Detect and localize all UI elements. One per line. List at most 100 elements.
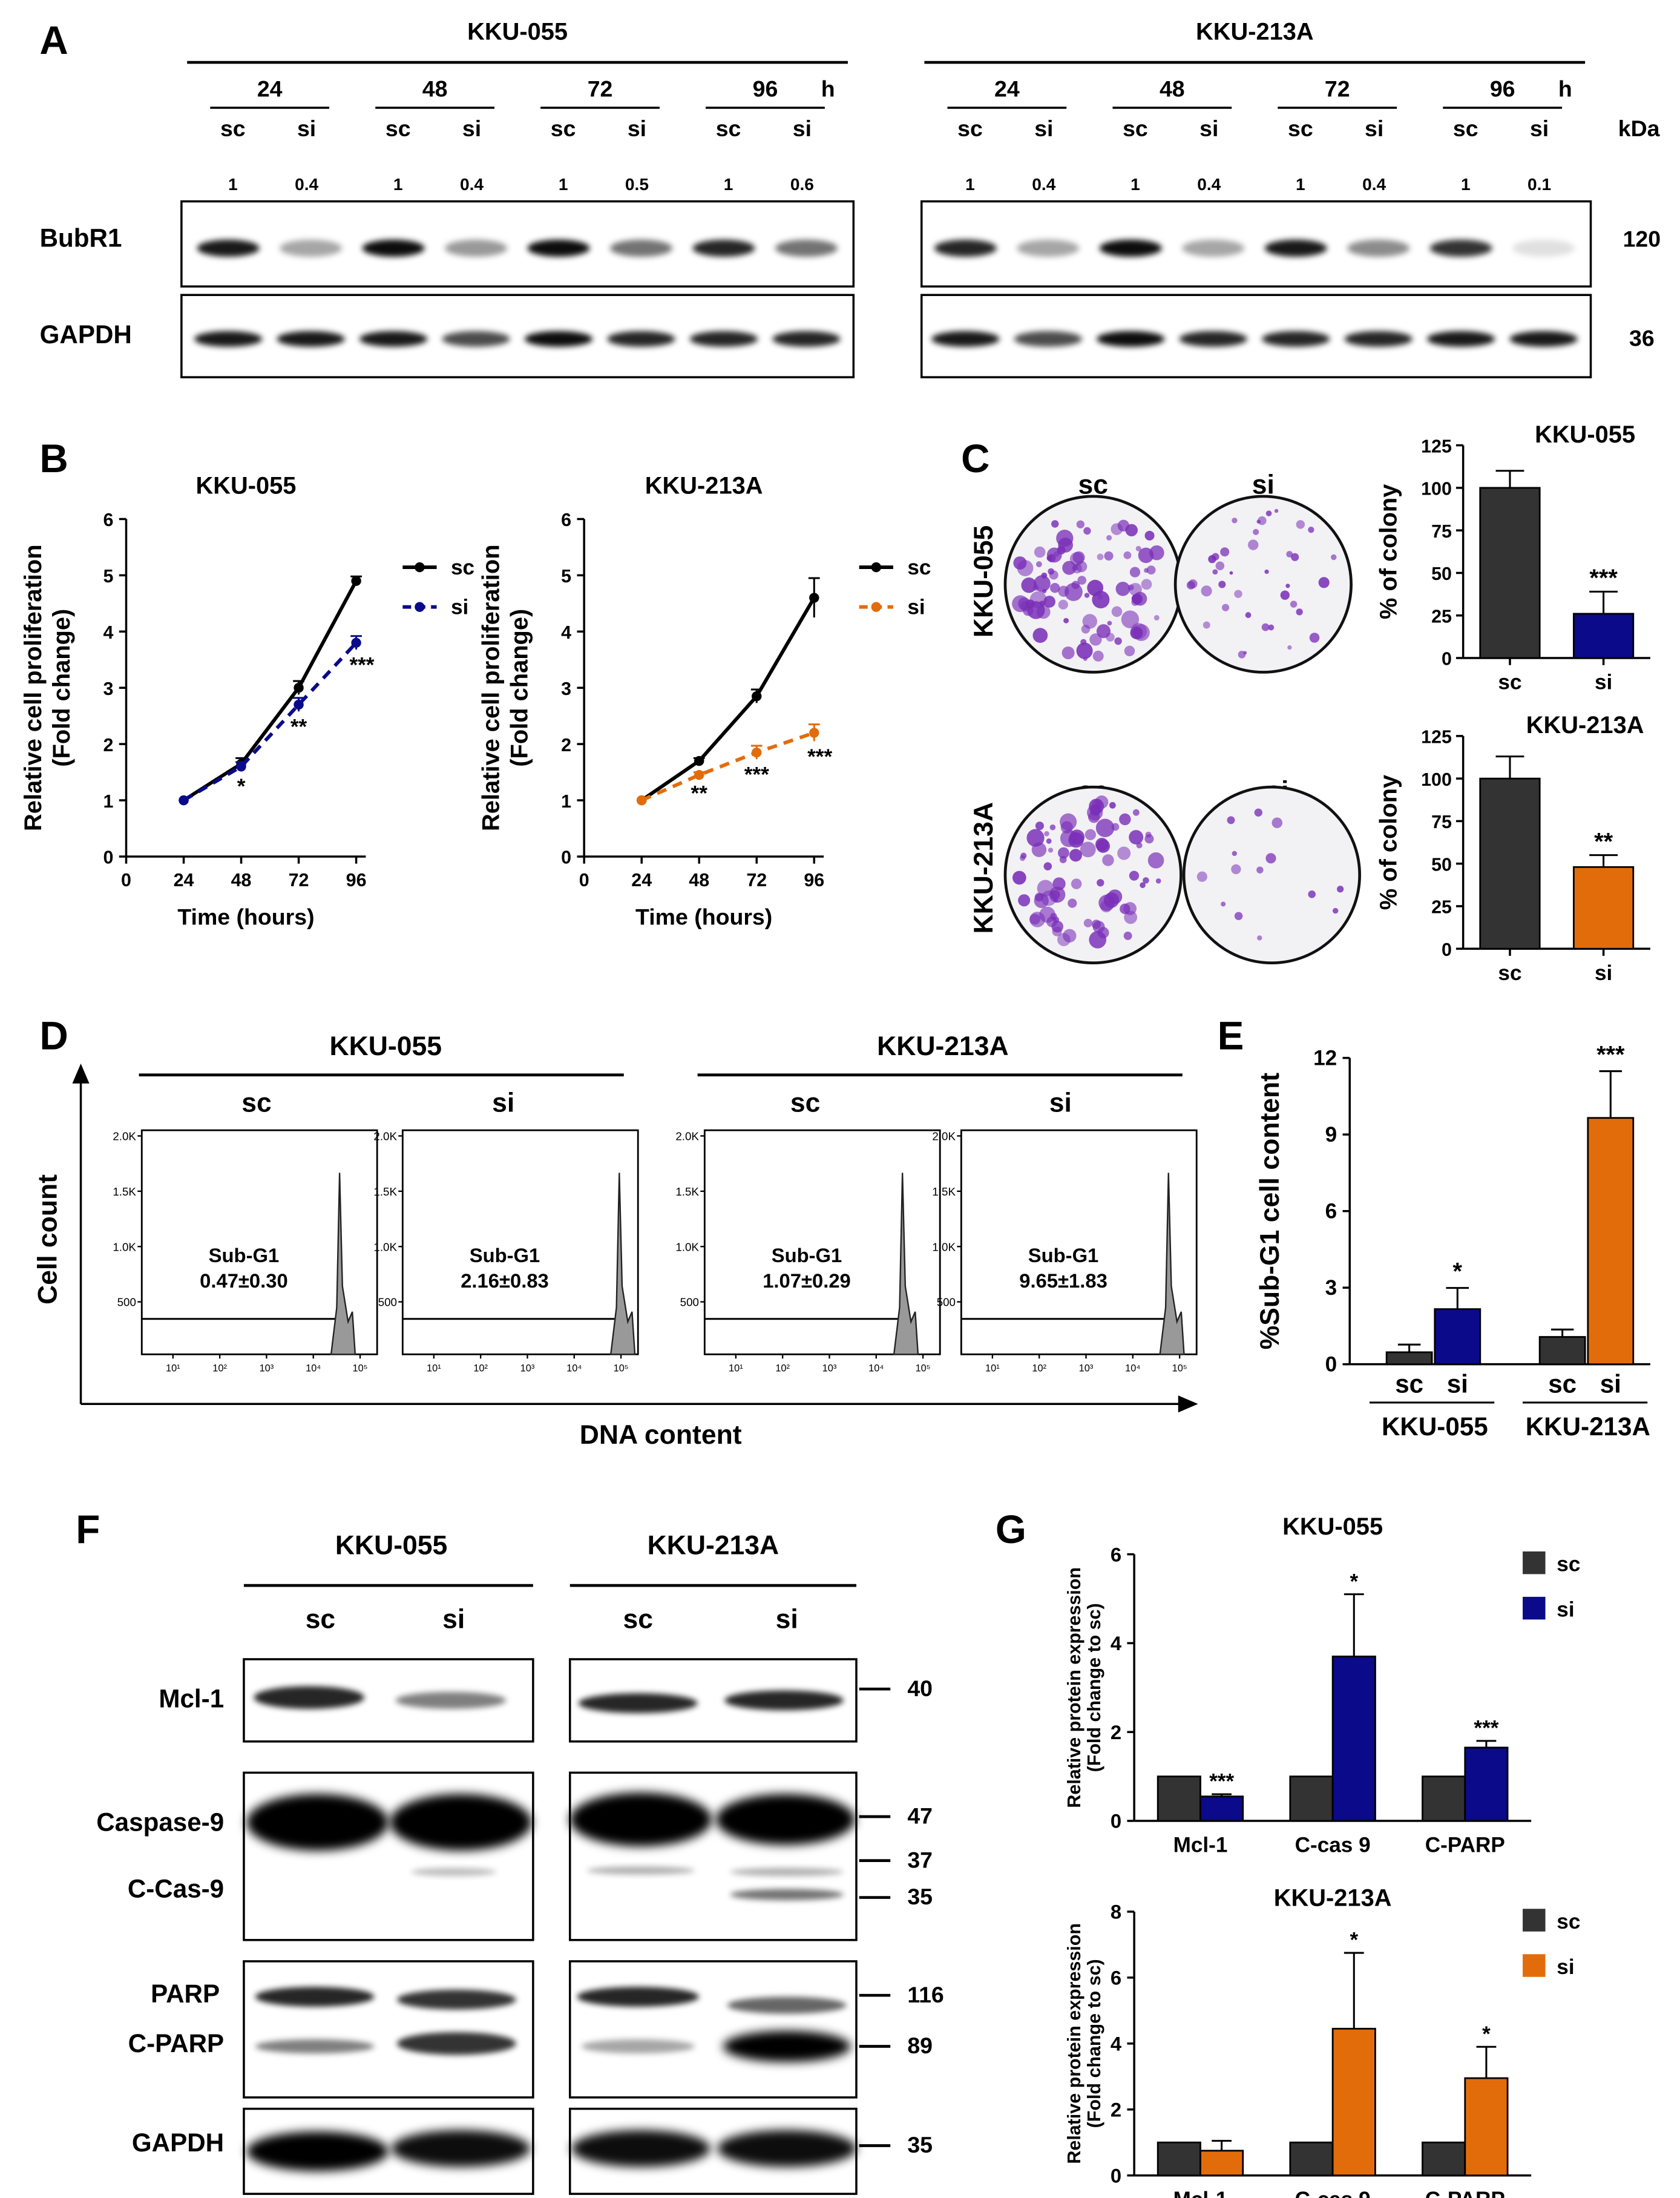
bar-sc	[1479, 487, 1541, 659]
series-line-sc	[182, 580, 358, 802]
y-tick-label: 500	[117, 1296, 136, 1309]
gapdh-band	[442, 331, 510, 347]
lane-label-sc: sc	[1453, 116, 1478, 141]
colony-dot	[1092, 650, 1104, 662]
lane-label-sc: sc	[1123, 116, 1148, 141]
legend-marker-sc	[415, 562, 425, 573]
band-ratio: 1	[1130, 175, 1140, 194]
colony-dot	[1264, 569, 1269, 574]
legend-marker-si	[415, 602, 425, 612]
x-tick-label: si	[1595, 671, 1612, 694]
bubr1-band	[197, 239, 260, 257]
y-tick-label: 2	[561, 735, 571, 755]
band-ratio: 1	[1296, 175, 1305, 194]
blot-row-label: PARP	[151, 1979, 220, 2008]
bar-sc	[1289, 1775, 1334, 1822]
y-axis-label-line2: (Fold change)	[506, 609, 533, 767]
x-tick-label: Mcl-1	[1173, 2188, 1228, 2198]
plate-row-label: KKU-055	[969, 525, 999, 637]
kda-bubr1: 120	[1623, 226, 1661, 252]
x-tick-label: C-cas 9	[1295, 2188, 1371, 2198]
colony-dot	[1084, 829, 1096, 840]
y-tick-label: 2	[1111, 1721, 1121, 1743]
legend-label-sc: sc	[451, 556, 474, 579]
bubr1-band	[1099, 239, 1162, 257]
sub-g1-value: 2.16±0.83	[461, 1269, 549, 1292]
blot-box-bubr1-kku055	[180, 200, 855, 288]
colony-dot	[1021, 577, 1037, 593]
y-tick-label: 0	[1111, 2164, 1121, 2186]
blot-cell-line-label: KKU-055	[335, 1531, 447, 1561]
lane-label-si: si	[628, 116, 646, 141]
cparp-band	[723, 2030, 851, 2062]
x-tick-label: 72	[289, 870, 309, 890]
panel-letter-e: E	[1218, 1014, 1244, 1058]
colony-dot	[1063, 617, 1069, 624]
colony-dot	[1127, 584, 1134, 591]
blot-box-bubr1-kku213	[920, 200, 1592, 288]
colony-dot	[1245, 612, 1252, 618]
colony-dot	[1120, 903, 1130, 915]
bar-sc	[1422, 1775, 1466, 1822]
series-line-sc	[640, 597, 816, 802]
colony-dot	[1221, 901, 1226, 907]
colony-plate-kku055-si	[1173, 495, 1353, 674]
y-tick-label: 2.0K	[113, 1130, 136, 1143]
bar-sc	[1385, 1351, 1433, 1366]
colony-dot	[1095, 795, 1109, 809]
colony-dot	[1060, 821, 1073, 834]
band-ratio: 1	[393, 175, 403, 194]
colony-dot	[1232, 851, 1237, 857]
colony-dot	[1138, 547, 1154, 564]
colony-dot	[1091, 920, 1101, 929]
band-ratio: 1	[228, 175, 238, 194]
caspase9-band	[716, 1794, 855, 1845]
timepoint-label: 48	[1160, 76, 1185, 101]
y-tick-label: 2	[1111, 2098, 1121, 2121]
mcl1-band	[395, 1691, 507, 1709]
colony-dot	[1124, 645, 1135, 657]
sub-g1-gate-label: Sub-G1	[209, 1244, 280, 1266]
colony-dot	[1097, 879, 1104, 887]
x-tick-label: 10⁵	[1172, 1363, 1187, 1374]
colony-dot	[1069, 849, 1082, 862]
colony-dot	[1243, 651, 1247, 655]
colony-dot	[1212, 569, 1218, 575]
data-point-sc	[809, 593, 819, 603]
bar-si	[1331, 2027, 1376, 2177]
gapdh-band	[1509, 331, 1578, 347]
colony-dot	[1080, 639, 1087, 645]
histogram-g1-peak	[609, 1173, 636, 1355]
y-axis-label: % of colony	[1376, 775, 1402, 910]
colony-dot	[1076, 642, 1093, 659]
blot-row-label: GAPDH	[132, 2128, 224, 2157]
bar-sc	[1157, 1775, 1201, 1822]
data-point-si	[637, 795, 647, 806]
bar-si	[1587, 1117, 1635, 1366]
x-tick-label: C-cas 9	[1295, 1834, 1371, 1857]
colony-dot	[1215, 561, 1225, 571]
colony-dot	[1084, 593, 1090, 598]
colony-dot	[1111, 606, 1123, 617]
significance-mark: ***	[1596, 1042, 1625, 1068]
blot-box-gapdh-kku055	[180, 294, 855, 378]
blot-box-kku055	[243, 1960, 534, 2099]
y-tick-label: 25	[1431, 897, 1452, 918]
colony-dot	[1081, 625, 1091, 634]
colony-dot	[1125, 524, 1138, 537]
chart-title: KKU-055	[1535, 421, 1635, 448]
colony-dot	[1049, 570, 1058, 580]
gapdh-band	[359, 331, 428, 347]
x-tick-label: 0	[121, 870, 131, 890]
bubr1-band	[280, 239, 343, 257]
x-tick-label: 10²	[212, 1363, 227, 1374]
colony-dot	[1257, 935, 1262, 941]
colony-dot	[1291, 553, 1299, 561]
colony-dot	[1265, 510, 1272, 516]
blot-row-label: C-Cas-9	[128, 1875, 224, 1903]
blot-row-label: Mcl-1	[159, 1685, 224, 1713]
colony-dot	[1232, 518, 1238, 524]
y-tick-label: 2.0K	[373, 1130, 397, 1143]
x-tick-label: 10²	[775, 1363, 790, 1374]
